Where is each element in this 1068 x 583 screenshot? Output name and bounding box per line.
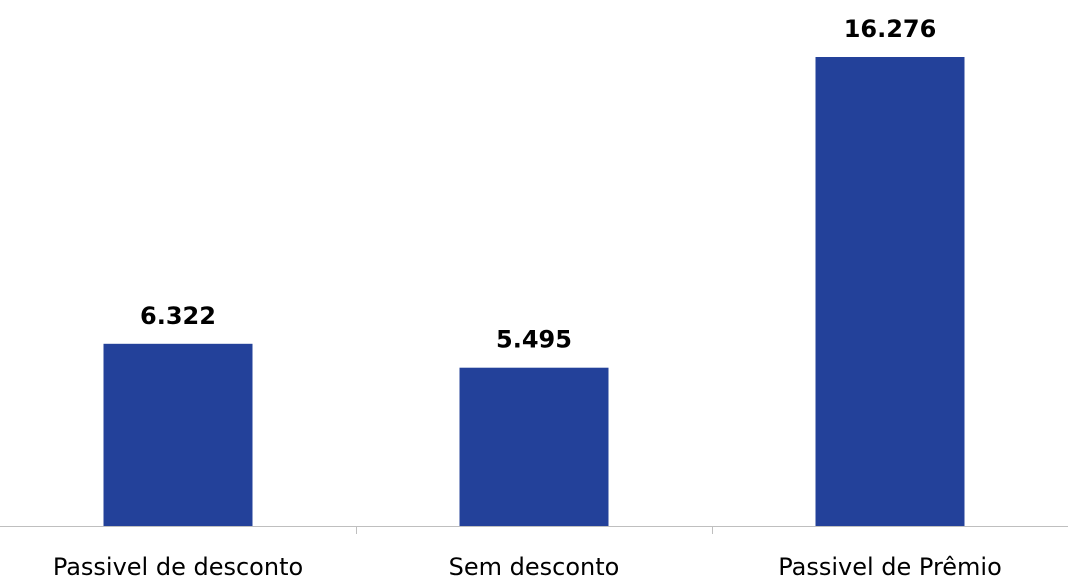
bar [103, 343, 253, 526]
bar [459, 367, 609, 526]
x-tick-label: Passivel de desconto [53, 553, 303, 581]
data-label: 6.322 [140, 302, 216, 330]
data-label: 16.276 [844, 15, 937, 43]
x-tick-label: Passivel de Prêmio [778, 553, 1002, 581]
data-labels-layer: 6.322 5.495 16.276 [140, 15, 936, 354]
data-label: 5.495 [496, 326, 572, 354]
bar [815, 57, 965, 526]
x-tick-labels-layer: Passivel de desconto Sem desconto Passivel… [53, 553, 1002, 581]
bars-layer [103, 57, 965, 526]
x-tick-label: Sem desconto [449, 553, 620, 581]
x-axis [0, 526, 1068, 534]
